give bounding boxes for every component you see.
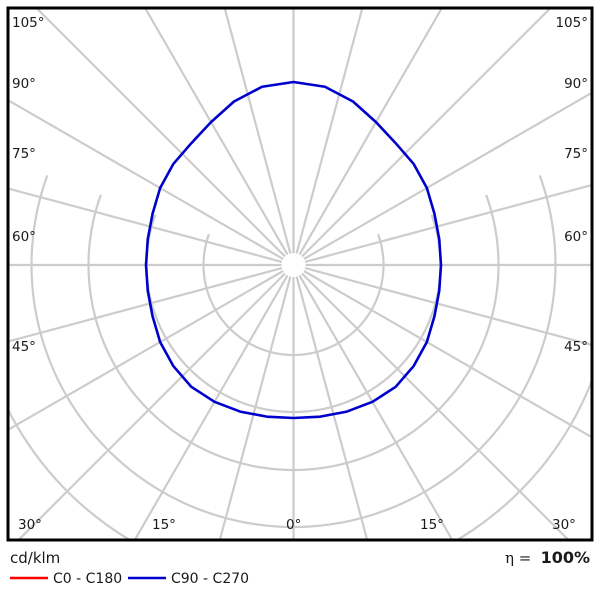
grid-spoke xyxy=(295,276,369,539)
angle-label-right-4: 45° xyxy=(564,339,588,355)
grid-spoke xyxy=(144,9,289,256)
grid-spoke xyxy=(303,91,591,260)
angle-label-left-3: 60° xyxy=(12,229,36,245)
angle-label-bottom-3: 15° xyxy=(420,517,444,533)
grid-spoke xyxy=(304,184,591,263)
grid-spoke xyxy=(304,267,591,346)
grid-spoke xyxy=(298,9,443,256)
angle-label-bottom-1: 15° xyxy=(152,517,176,533)
plot-background xyxy=(8,8,592,540)
grid-spoke xyxy=(134,274,289,539)
efficiency-value: 100% xyxy=(541,548,590,567)
angle-label-right-3: 60° xyxy=(564,229,588,245)
grid-spoke xyxy=(223,9,292,254)
grid-spoke xyxy=(35,9,286,258)
curve-c90-c270 xyxy=(144,80,443,420)
grid-spoke xyxy=(9,99,284,260)
angle-label-right-0: 105° xyxy=(555,15,588,31)
angle-label-left-4: 45° xyxy=(12,339,36,355)
grid-spoke xyxy=(295,9,364,254)
angle-label-right-2: 75° xyxy=(564,146,588,162)
unit-label: cd/klm xyxy=(10,549,60,567)
distribution-curves xyxy=(144,80,443,420)
angle-label-left-0: 105° xyxy=(12,15,45,31)
grid-spoke xyxy=(298,274,453,539)
grid-spoke xyxy=(9,267,283,343)
legend-label-c90-c270: C90 - C270 xyxy=(171,571,249,587)
angle-label-right-1: 90° xyxy=(564,76,588,92)
angle-label-left-2: 75° xyxy=(12,146,36,162)
grid-spoke xyxy=(303,270,591,439)
grid-spoke xyxy=(301,272,570,539)
grid-spoke xyxy=(17,272,286,539)
plot-border xyxy=(6,6,594,542)
angle-label-bottom-4: 30° xyxy=(552,517,576,533)
grid-spoke xyxy=(301,9,552,258)
angle-label-left-1: 90° xyxy=(12,76,36,92)
grid-spoke xyxy=(9,270,284,431)
efficiency-symbol: η = xyxy=(505,549,531,567)
angle-label-bottom-2: 0° xyxy=(286,517,301,533)
angle-label-group: 30° 15° 0° 15° 30° 105° 90° 75° 60° 45° 105° 90° 75°… xyxy=(12,15,588,533)
legend: C0 - C180 C90 - C270 xyxy=(10,571,249,587)
grid-spoke xyxy=(9,187,283,263)
grid-spoke xyxy=(218,276,292,539)
angle-label-bottom-0: 30° xyxy=(18,517,42,533)
legend-label-c0-c180: C0 - C180 xyxy=(53,571,122,587)
